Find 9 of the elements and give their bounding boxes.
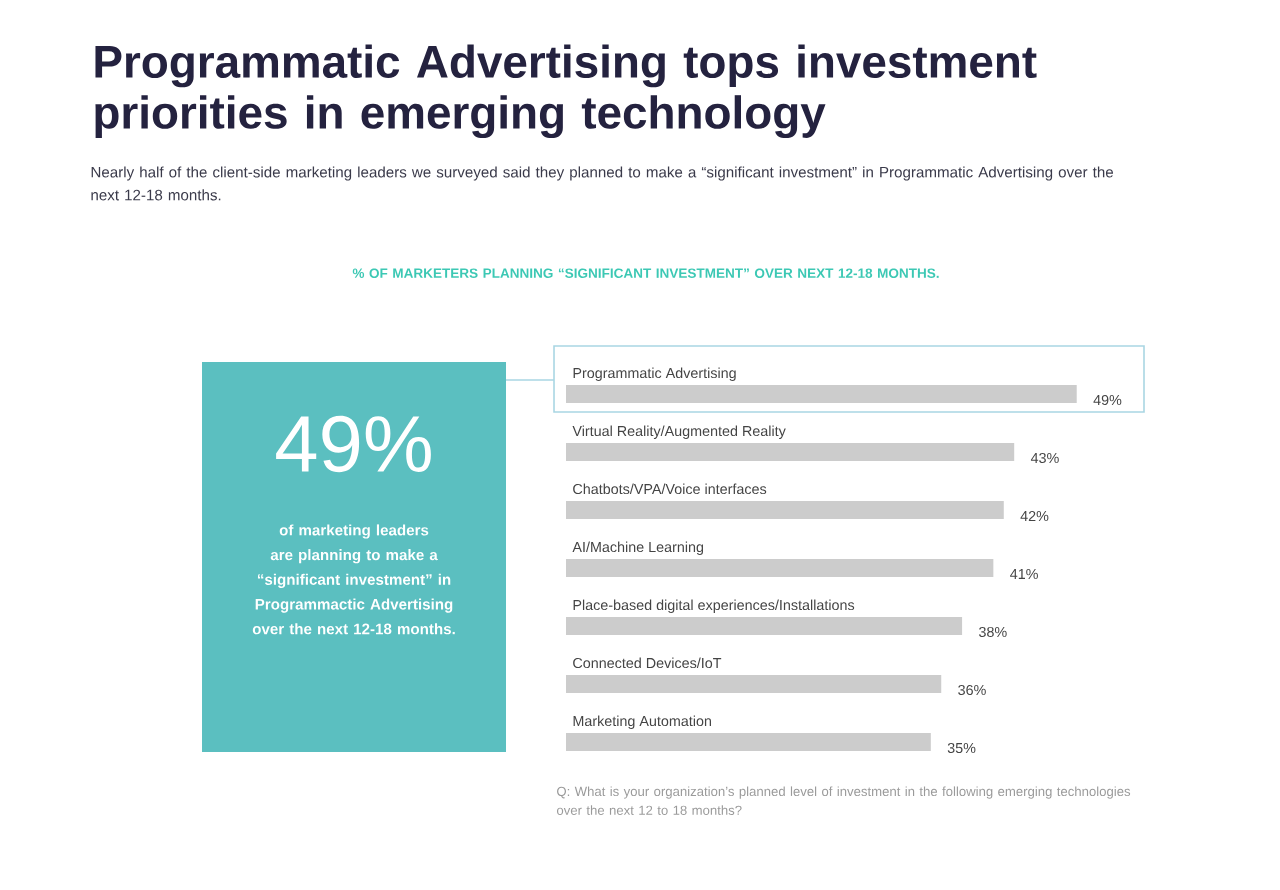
bar bbox=[566, 385, 1077, 403]
text: 49% bbox=[276, 415, 431, 473]
bar bbox=[566, 558, 994, 577]
bar bbox=[566, 616, 963, 635]
bar bbox=[566, 674, 942, 693]
bar bbox=[566, 732, 931, 751]
bar bbox=[566, 442, 1015, 461]
chart-title: Programmatic Advertising tops investment priorities in emerging technology bbox=[95, 44, 1037, 139]
bar bbox=[566, 500, 1004, 519]
